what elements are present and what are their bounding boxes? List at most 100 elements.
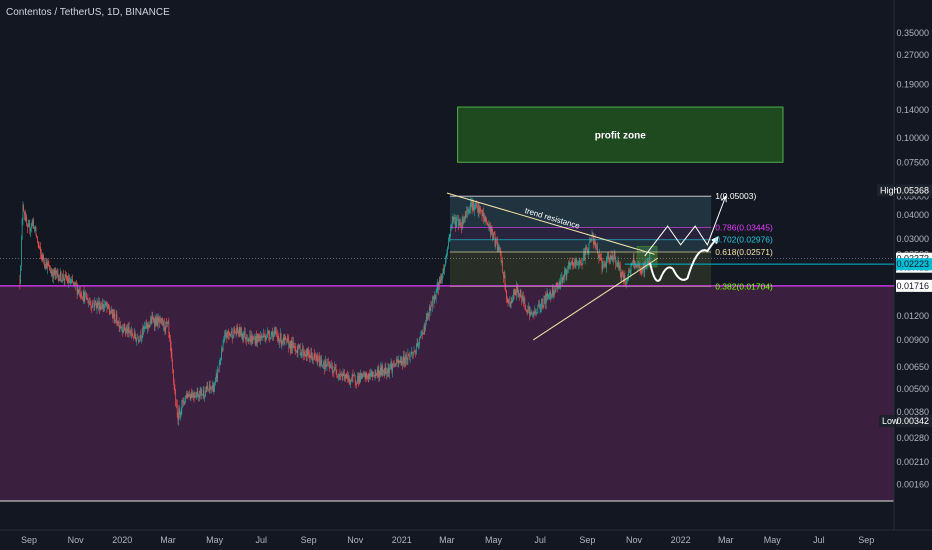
candle-body (170, 346, 172, 353)
candle-body (90, 303, 92, 307)
candle-body (98, 302, 99, 306)
candle-body (640, 270, 642, 272)
candle-body (542, 305, 544, 307)
candle-body (399, 360, 400, 363)
candle-body (346, 373, 348, 375)
candle-body (430, 305, 432, 311)
candle-body (286, 338, 288, 340)
candle-body (61, 280, 63, 281)
candle-body (131, 330, 132, 334)
candle-body (383, 369, 385, 376)
candle-body (338, 374, 340, 376)
candle-body (402, 355, 404, 364)
candle-body (545, 296, 547, 305)
candle-body (113, 312, 115, 318)
candle-body (71, 279, 73, 281)
candle-body (317, 356, 319, 362)
candle-body (57, 273, 59, 276)
candle-body (46, 261, 47, 269)
candle-body (244, 331, 245, 335)
candle-body (482, 212, 484, 216)
candle-body (301, 351, 303, 354)
candle-body (626, 279, 628, 281)
candle-body (367, 377, 369, 379)
candle-body (27, 225, 28, 228)
candle-body (297, 348, 299, 354)
candle-body (257, 333, 258, 343)
candle-body (225, 331, 226, 336)
projection-upper-arrowhead (721, 195, 727, 203)
candle-body (89, 302, 91, 304)
candle-body (393, 363, 394, 365)
candle-body (299, 344, 300, 348)
candle-body (164, 327, 166, 330)
candle-body (62, 274, 63, 281)
candle-body (82, 291, 84, 299)
candle-body (191, 393, 193, 398)
candle-body (449, 234, 451, 238)
candle-body (282, 341, 283, 343)
candle-body (32, 220, 34, 222)
candle-body (566, 270, 568, 277)
candle-body (610, 255, 611, 262)
candle-body (23, 205, 25, 212)
candle-body (123, 324, 125, 332)
candle-body (644, 262, 646, 273)
candle-body (278, 337, 280, 343)
demand-zone (0, 285, 894, 501)
candle-body (251, 336, 253, 343)
low-tag-bg (879, 415, 895, 428)
candle-body (431, 305, 432, 307)
candle-body (21, 238, 22, 266)
candle-body (464, 216, 466, 218)
projection-path-lower (649, 237, 719, 282)
projection-path-upper (644, 196, 727, 257)
candle-body (550, 292, 552, 297)
candle-body (527, 309, 529, 312)
candle-body (505, 284, 507, 291)
candle-body (374, 371, 376, 377)
candle-body (344, 377, 346, 380)
candle-body (516, 285, 517, 296)
x-tick-label: Sep (579, 535, 595, 545)
candle-body (25, 217, 27, 221)
candle-body (148, 325, 150, 327)
candle-body (561, 277, 563, 283)
candle-body (140, 335, 141, 338)
candle-body (355, 382, 357, 383)
candle-body (313, 354, 315, 359)
candle-body (65, 274, 67, 276)
candle-body (163, 321, 165, 328)
candle-body (543, 298, 545, 307)
candle-body (448, 241, 449, 248)
candle-body (365, 373, 367, 379)
candle-body (344, 374, 345, 380)
candle-body (569, 262, 571, 265)
candle-body (598, 255, 600, 259)
candle-body (93, 303, 95, 307)
candle-body (124, 324, 125, 331)
candle-body (582, 258, 584, 265)
candle-body (78, 289, 80, 293)
candle-body (165, 321, 167, 330)
candle-body (207, 386, 209, 389)
candle-body (273, 333, 274, 339)
candle-body (114, 320, 116, 322)
x-tick-label: Mar (718, 535, 734, 545)
candle-body (237, 326, 238, 332)
candle-body (108, 304, 109, 309)
candle-body (535, 310, 536, 314)
candle-body (373, 375, 375, 377)
candle-body (629, 271, 631, 273)
candle-body (376, 373, 377, 376)
x-tick-label: Mar (439, 535, 455, 545)
candle-body (72, 279, 73, 283)
low-value-badge: 0.00342 (896, 416, 929, 426)
candle-body (601, 258, 603, 270)
candle-body (600, 253, 601, 256)
candle-body (141, 333, 143, 337)
candle-body (160, 318, 162, 320)
candle-body (162, 320, 164, 326)
candle-body (354, 375, 355, 377)
